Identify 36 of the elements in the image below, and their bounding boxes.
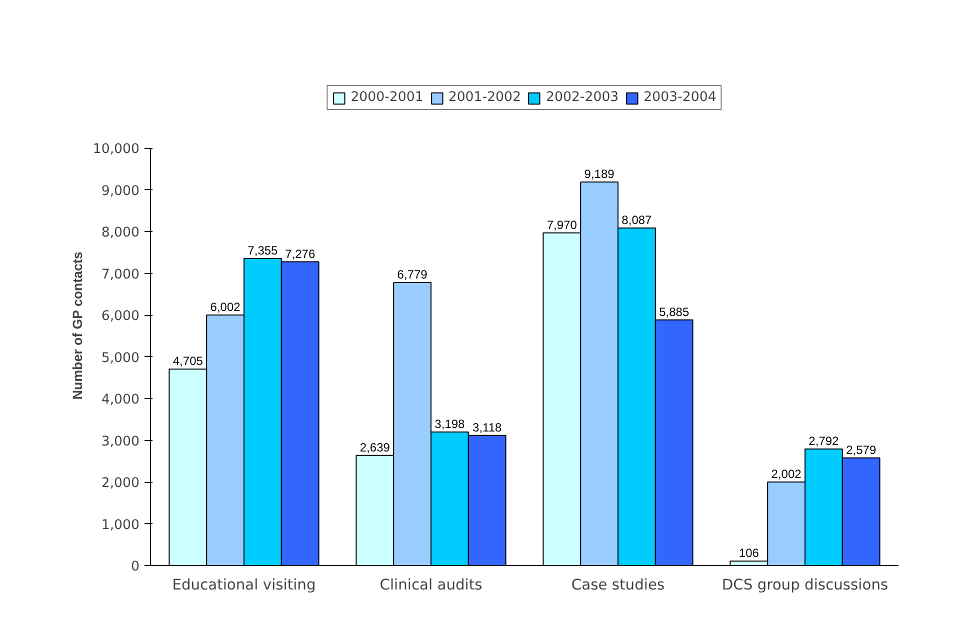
data-label: 8,087 — [622, 212, 652, 227]
y-axis-title: Number of GP contacts — [70, 252, 85, 400]
data-label: 7,276 — [285, 246, 316, 261]
data-label: 2,579 — [846, 442, 876, 457]
data-label: 2,639 — [360, 440, 390, 454]
y-tick-label: 9,000 — [101, 184, 140, 199]
y-tick-label: 0 — [131, 560, 140, 574]
legend-label: 2001-2002 — [448, 90, 521, 105]
y-tick-label: 8,000 — [101, 226, 140, 241]
data-label: 106 — [738, 546, 760, 560]
y-tick-label: 6,000 — [101, 309, 140, 324]
y-tick-label: 2,000 — [101, 476, 140, 492]
data-label: 3,118 — [472, 420, 502, 434]
data-label: 2,002 — [771, 466, 802, 481]
data-label: 6,002 — [210, 300, 241, 314]
legend-label: 2000-2001 — [350, 90, 424, 105]
data-label: 6,779 — [397, 268, 428, 282]
data-label: 2,792 — [808, 434, 840, 448]
y-tick-label: 5,000 — [101, 350, 140, 366]
x-tick-label: Case studies — [571, 576, 665, 594]
y-tick-label: 7,000 — [101, 267, 140, 282]
legend-label: 2002-2003 — [546, 90, 619, 105]
y-tick-label: 10,000 — [92, 142, 140, 158]
data-label: 7,355 — [248, 244, 278, 258]
data-label: 7,970 — [546, 218, 578, 232]
x-tick-label: Clinical audits — [380, 576, 482, 594]
data-label: 4,705 — [172, 354, 204, 368]
y-tick-label: 1,000 — [101, 518, 140, 533]
x-tick-label: DCS group discussions — [722, 576, 888, 594]
y-tick-label: 4,000 — [101, 392, 140, 408]
legend-label: 2003-2004 — [644, 90, 716, 105]
data-label: 3,198 — [434, 417, 466, 432]
x-tick-label: Educational visiting — [172, 576, 316, 594]
data-label: 5,885 — [659, 304, 690, 319]
data-label: 9,189 — [584, 166, 615, 181]
y-tick-label: 3,000 — [101, 434, 140, 450]
